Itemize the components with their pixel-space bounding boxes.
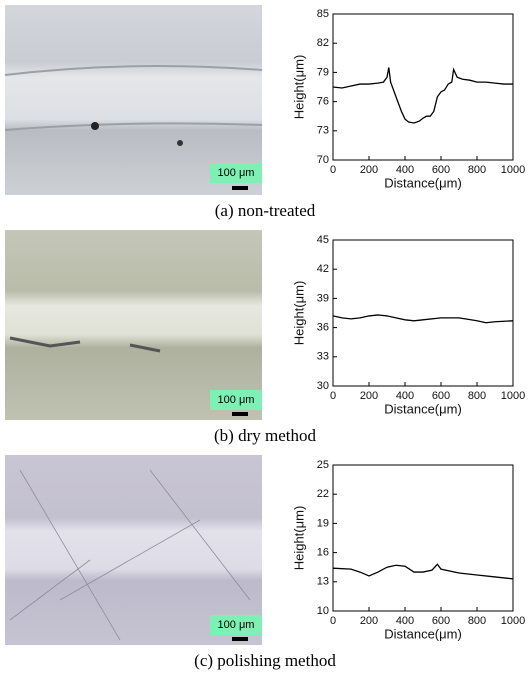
x-tick-label: 0: [330, 615, 336, 627]
y-tick-label: 39: [317, 292, 329, 304]
y-axis-label: Height(μm): [291, 281, 306, 346]
y-tick-label: 76: [317, 96, 329, 108]
profile-chart: 10 13 16 19 22 25 0 200 400 600 800 1000 Distance(μm…: [291, 459, 525, 642]
caption: (b) dry method: [214, 426, 316, 445]
profile-chart: 70 73 76 79 82 85 0 200 400 600 800 1000 Distance(μm…: [291, 8, 525, 191]
y-tick-label: 45: [317, 234, 329, 246]
x-tick-label: 400: [396, 164, 414, 176]
profile-line: [332, 67, 513, 124]
x-tick-label: 0: [330, 390, 336, 402]
y-axis-label: Height(μm): [291, 55, 306, 120]
scale-bar-label: 100 μm: [218, 619, 255, 631]
y-tick-label: 73: [317, 125, 329, 137]
y-tick-label: 42: [317, 263, 329, 275]
y-tick-label: 25: [317, 459, 329, 471]
y-tick-label: 36: [317, 322, 329, 334]
y-tick-label: 16: [317, 547, 329, 559]
scale-bar-label: 100 μm: [218, 167, 255, 179]
profile-chart: 30 33 36 39 42 45 0 200 400 600 800 1000 Distance(μm…: [291, 234, 525, 417]
micrograph-b: 100 μm: [5, 230, 262, 420]
micrograph-c: 100 μm: [5, 455, 262, 645]
y-tick-label: 22: [317, 488, 329, 500]
x-tick-label: 200: [360, 164, 378, 176]
x-tick-label: 600: [432, 615, 450, 627]
x-tick-label: 400: [396, 390, 414, 402]
x-tick-label: 200: [360, 390, 378, 402]
profile-line: [332, 314, 514, 324]
plot-frame: [332, 464, 514, 612]
x-axis-label: Distance(μm): [384, 175, 462, 190]
plot-frame: [332, 239, 514, 387]
x-tick-label: 1000: [501, 164, 525, 176]
x-axis-label: Distance(μm): [384, 626, 462, 641]
micrograph-a: 100 μm: [4, 5, 263, 195]
scale-bar-label: 100 μm: [218, 394, 255, 406]
y-tick-label: 30: [317, 380, 329, 392]
caption: (a) non-treated: [215, 201, 316, 220]
x-tick-label: 1000: [501, 615, 525, 627]
x-tick-label: 1000: [501, 390, 525, 402]
x-tick-label: 800: [468, 164, 486, 176]
y-axis-label: Height(μm): [291, 506, 306, 571]
y-tick-label: 10: [317, 605, 329, 617]
profile-line: [332, 563, 514, 580]
caption: (c) polishing method: [194, 651, 336, 670]
x-tick-label: 0: [330, 164, 336, 176]
y-tick-label: 85: [317, 8, 329, 20]
y-tick-label: 82: [317, 37, 329, 49]
x-tick-label: 600: [432, 390, 450, 402]
x-tick-label: 800: [468, 615, 486, 627]
x-tick-label: 600: [432, 164, 450, 176]
y-tick-label: 70: [317, 154, 329, 166]
x-axis-label: Distance(μm): [384, 401, 462, 416]
x-tick-label: 800: [468, 390, 486, 402]
y-tick-label: 33: [317, 351, 329, 363]
x-tick-label: 400: [396, 615, 414, 627]
y-tick-label: 19: [317, 517, 329, 529]
x-tick-label: 200: [360, 615, 378, 627]
y-tick-label: 79: [317, 66, 329, 78]
plot-frame: [332, 13, 514, 161]
y-tick-label: 13: [317, 576, 329, 588]
